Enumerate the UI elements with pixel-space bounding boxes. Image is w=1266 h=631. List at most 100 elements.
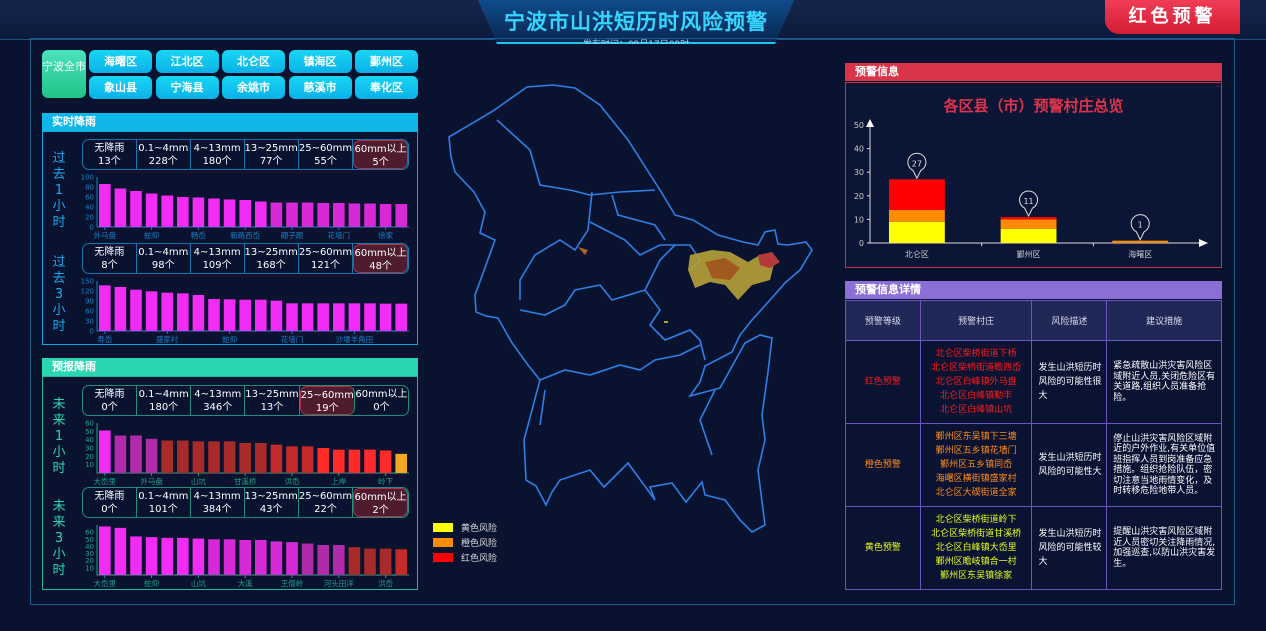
bar[interactable] xyxy=(379,303,392,331)
rain-stat-cell[interactable]: 0.1~4mm 98个 xyxy=(137,244,191,273)
district-button[interactable]: 鄞州区 xyxy=(355,50,418,73)
bar[interactable] xyxy=(114,188,127,228)
bar[interactable] xyxy=(333,303,345,331)
bar[interactable] xyxy=(145,438,158,473)
bar[interactable] xyxy=(208,539,220,575)
bar[interactable] xyxy=(177,537,189,575)
rain-stat-cell[interactable]: 13~25mm 13个 xyxy=(245,386,300,415)
bar[interactable] xyxy=(364,303,376,331)
bar[interactable] xyxy=(177,440,189,474)
stacked-bar-segment[interactable] xyxy=(1000,217,1057,220)
rain-stat-cell[interactable]: 25~60mm 22个 xyxy=(299,488,354,517)
bar[interactable] xyxy=(301,446,314,473)
stacked-bar-segment[interactable] xyxy=(1000,219,1057,229)
bar[interactable] xyxy=(286,303,298,331)
bar[interactable] xyxy=(379,450,392,474)
stacked-bar-segment[interactable] xyxy=(1112,240,1169,243)
bar[interactable] xyxy=(130,191,142,227)
bar[interactable] xyxy=(208,198,220,228)
bar[interactable] xyxy=(161,537,173,575)
map-legend-item[interactable]: 红色风险 xyxy=(433,551,497,564)
map-legend-item[interactable]: 橙色风险 xyxy=(433,536,497,549)
bar[interactable] xyxy=(333,545,345,575)
rain-stat-cell[interactable]: 0.1~4mm 180个 xyxy=(137,386,192,415)
bar[interactable] xyxy=(239,540,251,575)
bar[interactable] xyxy=(192,295,205,331)
rain-stat-cell[interactable]: 0.1~4mm 228个 xyxy=(137,140,191,169)
bar[interactable] xyxy=(99,430,111,474)
bar[interactable] xyxy=(99,285,111,331)
bar[interactable] xyxy=(270,541,283,575)
ningbo-map[interactable] xyxy=(430,80,840,570)
bar[interactable] xyxy=(223,199,236,228)
rain-stat-cell[interactable]: 无降雨 8个 xyxy=(83,244,137,273)
district-button[interactable]: 北仑区 xyxy=(222,50,285,73)
rain-stat-cell[interactable]: 60mm以上 48个 xyxy=(353,244,408,273)
district-button[interactable]: 慈溪市 xyxy=(288,76,352,99)
rain-stat-cell[interactable]: 60mm以上 5个 xyxy=(353,140,408,169)
bar[interactable] xyxy=(270,202,283,228)
bar[interactable] xyxy=(333,449,345,473)
bar[interactable] xyxy=(270,444,283,473)
bar[interactable] xyxy=(286,542,298,575)
rain-stat-cell[interactable]: 4~13mm 180个 xyxy=(191,140,245,169)
village-item[interactable]: 鄞州区东吴镇下三塘 xyxy=(935,432,1017,442)
bar[interactable] xyxy=(301,303,314,331)
bar[interactable] xyxy=(270,300,283,331)
bar[interactable] xyxy=(161,440,173,474)
bar[interactable] xyxy=(317,545,329,575)
bar[interactable] xyxy=(192,538,205,575)
rain-stat-cell[interactable]: 13~25mm 43个 xyxy=(245,488,299,517)
rain-stat-cell[interactable]: 60mm以上 2个 xyxy=(353,488,408,517)
village-item[interactable]: 北仑区柴桥街道岭下 xyxy=(935,515,1017,525)
bar[interactable] xyxy=(348,547,361,575)
bar[interactable] xyxy=(286,446,298,473)
bar[interactable] xyxy=(223,539,236,575)
bar[interactable] xyxy=(364,449,376,473)
district-button[interactable]: 江北区 xyxy=(155,50,219,73)
bar[interactable] xyxy=(348,203,361,228)
village-item[interactable]: 鄞州区五乡镇花墙门 xyxy=(935,446,1017,456)
bar[interactable] xyxy=(114,435,127,474)
bar[interactable] xyxy=(223,299,236,331)
bar[interactable] xyxy=(192,197,205,228)
rain-stat-cell[interactable]: 60mm以上 0个 xyxy=(355,386,408,415)
village-item[interactable]: 北仑区白峰镇大岙里 xyxy=(935,543,1017,553)
rain-stat-cell[interactable]: 无降雨 0个 xyxy=(83,488,137,517)
bar[interactable] xyxy=(348,449,361,473)
bar[interactable] xyxy=(317,203,329,227)
bar[interactable] xyxy=(395,549,407,575)
village-item[interactable]: 鄞州区五乡镇同岙 xyxy=(940,460,1013,470)
district-button[interactable]: 奉化区 xyxy=(355,76,418,99)
bar[interactable] xyxy=(161,292,173,331)
district-button[interactable]: 宁海县 xyxy=(155,76,219,99)
rain-stat-cell[interactable]: 4~13mm 384个 xyxy=(191,488,245,517)
rain-stat-cell[interactable]: 0.1~4mm 101个 xyxy=(137,488,191,517)
rain-stat-cell[interactable]: 25~60mm 55个 xyxy=(299,140,354,169)
district-button[interactable]: 象山县 xyxy=(89,76,152,99)
bar[interactable] xyxy=(395,303,407,331)
rain-stat-cell[interactable]: 13~25mm 77个 xyxy=(245,140,299,169)
bar[interactable] xyxy=(333,203,345,227)
bar[interactable] xyxy=(130,289,142,331)
map-legend-item[interactable]: 黄色风险 xyxy=(433,521,497,534)
bar[interactable] xyxy=(379,548,392,575)
stacked-bar-segment[interactable] xyxy=(888,209,945,222)
bar[interactable] xyxy=(208,299,220,331)
bar[interactable] xyxy=(317,448,329,473)
bar[interactable] xyxy=(130,536,142,575)
district-button[interactable]: 余姚市 xyxy=(222,76,285,99)
village-item[interactable]: 北仑区柴桥街道瞻西岙 xyxy=(931,363,1022,373)
bar[interactable] xyxy=(255,201,267,228)
rain-stat-cell[interactable]: 13~25mm 168个 xyxy=(245,244,299,273)
village-item[interactable]: 鄞州区瞻岐镇合一村 xyxy=(935,557,1017,567)
bar[interactable] xyxy=(130,435,142,474)
village-item[interactable]: 北仑区白峰镇山坑 xyxy=(940,405,1013,415)
village-item[interactable]: 北仑区柴桥街道甘溪桥 xyxy=(931,529,1022,539)
village-item[interactable]: 北仑区大碶街道全家 xyxy=(935,488,1017,498)
bar[interactable] xyxy=(145,537,158,575)
bar[interactable] xyxy=(395,204,407,227)
bar[interactable] xyxy=(239,299,251,331)
bar[interactable] xyxy=(286,202,298,228)
bar[interactable] xyxy=(348,303,361,331)
